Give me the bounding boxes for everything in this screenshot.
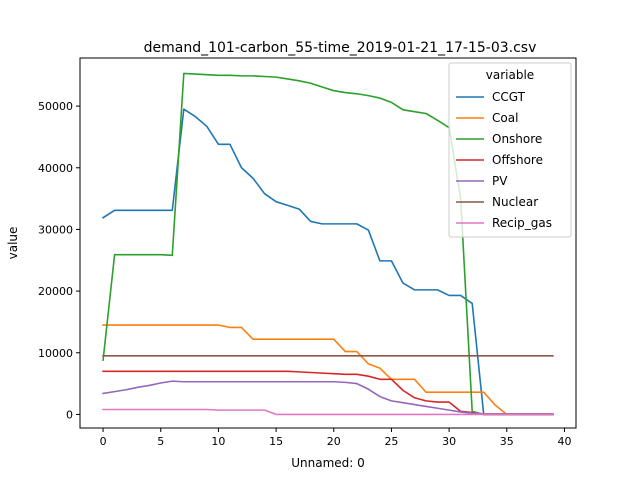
legend-label: Coal [492,111,518,125]
chart-title: demand_101-carbon_55-time_2019-01-21_17-… [144,40,537,56]
x-tick-label: 5 [157,435,164,448]
series-layer [101,72,554,416]
legend-box [448,62,572,238]
y-tick-label: 10000 [38,347,73,360]
legend-label: Offshore [492,153,543,167]
x-tick-label: 35 [500,435,514,448]
series-line-pv [102,380,554,415]
x-tick-label: 20 [327,435,341,448]
x-tick-label: 40 [557,435,571,448]
legend-label: Nuclear [492,195,538,209]
legend-label: Onshore [492,132,542,146]
legend-label: PV [492,174,508,188]
y-tick-label: 0 [66,408,73,421]
legend: variable CCGT Coal Onshore Offshore PV Nuclea… [448,62,572,238]
plot-area [79,57,577,429]
series-line-coal [102,324,554,416]
plot-frame [79,57,577,429]
legend-items: CCGT Coal Onshore Offshore PV Nuclear Recip_ga… [456,90,552,230]
x-tick-label: 15 [269,435,283,448]
x-axis-label: Unnamed: 0 [291,456,365,470]
y-axis: 0 10000 20000 30000 40000 50000 [38,100,80,421]
legend-title: variable [486,68,534,82]
y-axis-label: value [6,227,20,260]
x-tick-label: 30 [442,435,456,448]
legend-label: Recip_gas [492,216,552,230]
x-tick-label: 10 [211,435,225,448]
y-tick-label: 30000 [38,223,73,236]
x-tick-label: 0 [100,435,107,448]
y-tick-label: 50000 [38,100,73,113]
x-tick-label: 25 [384,435,398,448]
y-tick-label: 20000 [38,285,73,298]
legend-label: CCGT [492,90,526,104]
series-line-offshore [102,370,554,416]
series-line-recip-gas [102,408,554,416]
x-axis: 0 5 10 15 20 25 30 35 40 [100,428,571,448]
y-tick-label: 40000 [38,162,73,175]
